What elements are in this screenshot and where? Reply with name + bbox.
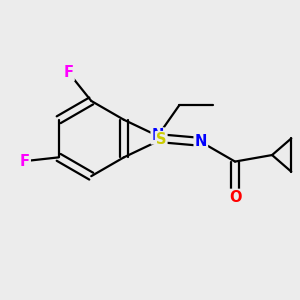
Text: F: F bbox=[20, 154, 30, 169]
Text: N: N bbox=[152, 128, 164, 143]
Text: F: F bbox=[64, 65, 74, 80]
Text: O: O bbox=[229, 190, 241, 205]
Text: S: S bbox=[156, 132, 166, 147]
Text: N: N bbox=[195, 134, 207, 149]
